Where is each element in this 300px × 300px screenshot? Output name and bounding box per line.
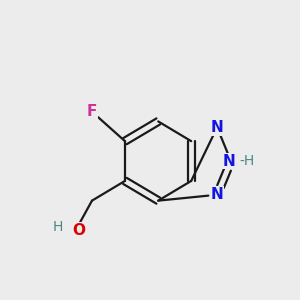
Text: F: F — [87, 104, 97, 119]
Text: N: N — [211, 120, 224, 135]
Text: -H: -H — [240, 154, 255, 168]
Text: N: N — [211, 187, 224, 202]
Text: N: N — [223, 154, 236, 169]
Text: H: H — [53, 220, 63, 234]
Text: O: O — [72, 223, 85, 238]
